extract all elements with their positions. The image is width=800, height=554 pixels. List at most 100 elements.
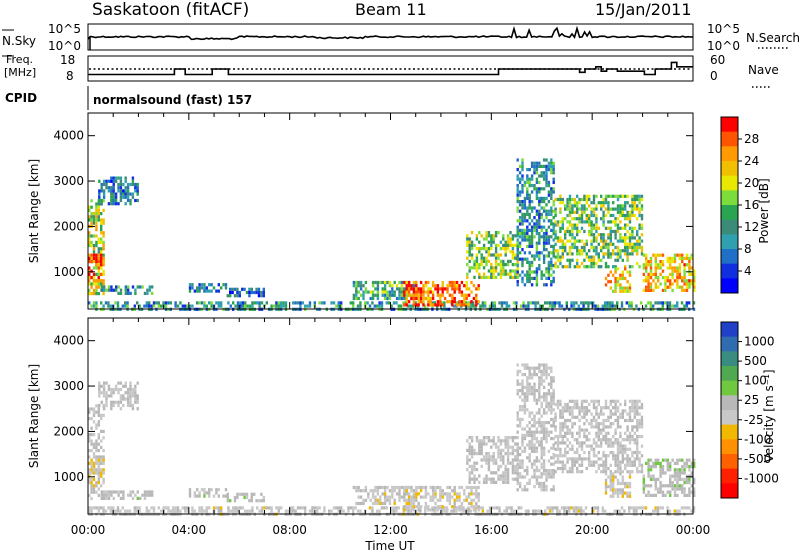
power-cell xyxy=(493,304,496,308)
velocity-cell xyxy=(676,509,679,513)
power-cell xyxy=(552,232,555,236)
velocity-cell xyxy=(523,446,527,450)
velocity-cell xyxy=(186,509,189,513)
power-cell xyxy=(683,279,686,283)
power-cell xyxy=(398,280,401,285)
power-cell xyxy=(647,260,650,264)
power-cell xyxy=(246,304,249,308)
velocity-cell xyxy=(490,445,493,449)
power-cell xyxy=(592,194,596,198)
velocity-cell xyxy=(475,468,479,472)
velocity-cell xyxy=(100,461,103,465)
velocity-cell xyxy=(530,462,534,466)
velocity-cell xyxy=(588,422,591,426)
power-cell xyxy=(638,207,641,211)
power-cell xyxy=(352,280,356,285)
velocity-cell xyxy=(554,415,557,419)
power-cell xyxy=(362,296,365,301)
velocity-cell xyxy=(645,484,648,488)
power-cell xyxy=(337,301,340,305)
power-cell xyxy=(638,210,641,214)
velocity-cell xyxy=(109,509,112,513)
power-cell xyxy=(88,205,91,209)
power-cell xyxy=(119,182,123,187)
power-cell xyxy=(277,301,280,305)
power-cell xyxy=(412,300,416,304)
power-cell xyxy=(226,294,229,298)
velocity-cell xyxy=(644,506,648,510)
velocity-cell xyxy=(681,490,684,494)
power-cell xyxy=(466,240,469,244)
velocity-cell xyxy=(652,474,655,478)
power-cell xyxy=(678,276,681,280)
power-cell xyxy=(554,233,557,237)
power-cell xyxy=(688,285,691,289)
power-cell xyxy=(188,304,192,308)
velocity-cell xyxy=(102,413,105,417)
velocity-cell xyxy=(220,506,223,510)
power-cell xyxy=(545,270,548,274)
power-cell xyxy=(588,194,591,198)
velocity-cell xyxy=(498,506,501,510)
power-cell xyxy=(554,242,557,246)
power-cell xyxy=(585,220,588,224)
velocity-cell xyxy=(683,477,686,481)
power-cell xyxy=(547,276,551,280)
velocity-cell xyxy=(568,509,571,513)
power-cell xyxy=(145,301,148,305)
velocity-cell xyxy=(659,468,662,472)
power-cell xyxy=(616,207,620,211)
power-cell xyxy=(164,304,168,308)
power-cell xyxy=(470,290,473,294)
power-cell xyxy=(678,263,681,267)
velocity-cell xyxy=(573,460,576,464)
power-cell xyxy=(624,276,627,281)
velocity-cell xyxy=(628,399,632,403)
power-cell xyxy=(542,254,546,258)
power-cell xyxy=(92,304,96,308)
velocity-cell xyxy=(136,490,139,494)
power-cell xyxy=(540,228,543,232)
power-cell xyxy=(521,228,524,232)
velocity-cell xyxy=(550,437,553,441)
power-cell xyxy=(559,197,562,202)
power-cell xyxy=(683,304,686,308)
power-cell xyxy=(504,240,507,244)
power-cell xyxy=(112,182,115,187)
power-cell xyxy=(232,301,235,305)
power-cell xyxy=(485,263,488,267)
velocity-cell xyxy=(533,366,536,370)
power-cell xyxy=(506,247,510,251)
velocity-cell xyxy=(583,399,586,403)
power-cell xyxy=(585,217,588,221)
power-cell xyxy=(472,296,476,301)
power-cell xyxy=(693,285,696,289)
velocity-cell xyxy=(642,490,645,494)
velocity-cell xyxy=(191,509,194,513)
power-cell xyxy=(400,304,403,308)
velocity-cell xyxy=(544,509,547,513)
power-cell xyxy=(369,296,372,301)
power-cell xyxy=(88,256,91,260)
velocity-cell xyxy=(604,509,607,513)
power-cell xyxy=(676,269,679,273)
velocity-cell xyxy=(533,472,536,476)
velocity-cell xyxy=(112,391,115,395)
velocity-cell xyxy=(518,417,522,421)
velocity-cell xyxy=(628,485,632,489)
power-cell xyxy=(552,180,555,184)
power-cell xyxy=(538,219,541,223)
power-cell xyxy=(521,219,524,223)
velocity-cell xyxy=(609,463,612,467)
power-cell xyxy=(542,244,546,248)
velocity-cell xyxy=(631,409,634,413)
power-cell xyxy=(376,284,380,288)
velocity-cell xyxy=(119,397,123,401)
power-cell xyxy=(533,168,536,172)
power-cell xyxy=(609,255,612,259)
velocity-cell xyxy=(614,491,617,495)
power-cell xyxy=(545,216,548,220)
power-cell xyxy=(545,276,548,280)
power-cell xyxy=(640,204,644,208)
velocity-cell xyxy=(535,481,539,485)
